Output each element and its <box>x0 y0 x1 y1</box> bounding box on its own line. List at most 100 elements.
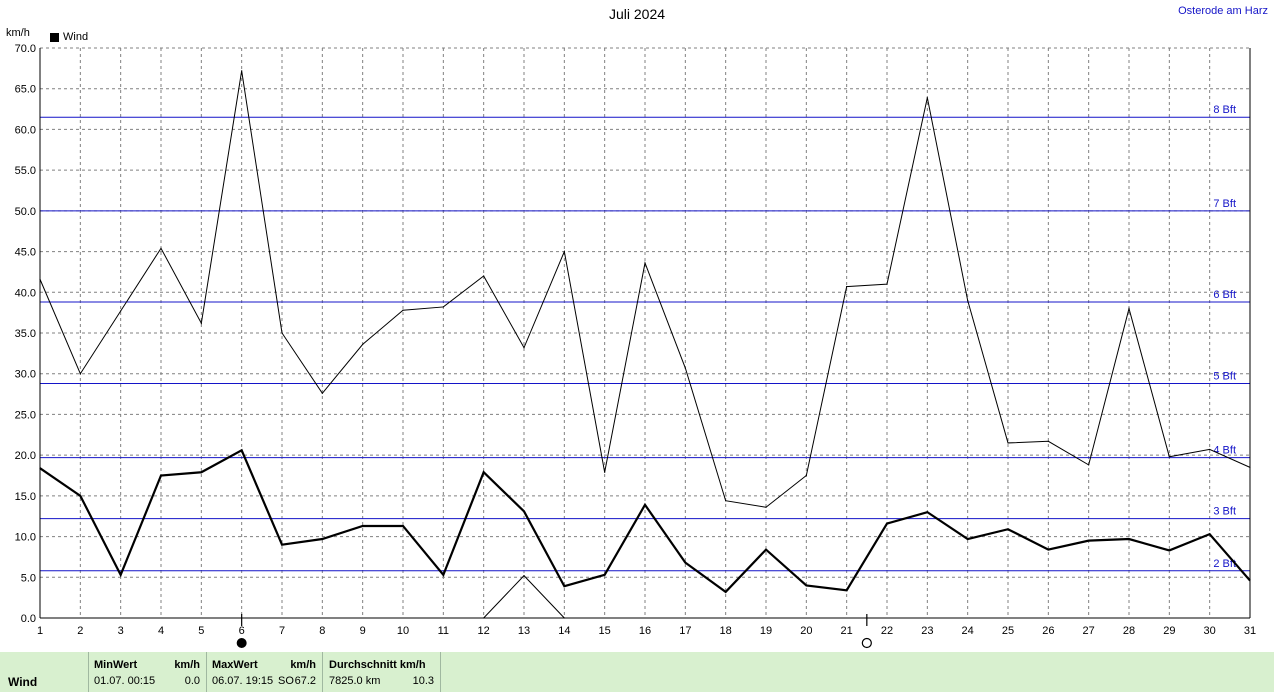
data-point-thin <box>483 275 485 277</box>
beaufort-label: 7 Bft <box>1213 198 1236 210</box>
y-tick-label: 30.0 <box>15 369 36 381</box>
min-unit: km/h <box>174 659 200 671</box>
data-point-thin <box>160 247 162 249</box>
full-moon-icon <box>236 638 247 648</box>
data-point-bold <box>160 474 162 477</box>
data-point-bold <box>765 549 767 551</box>
x-tick-label: 2 <box>77 625 83 637</box>
data-point-thin <box>120 310 122 312</box>
data-point-bold <box>241 449 243 451</box>
beaufort-label: 3 Bft <box>1213 506 1236 518</box>
x-tick-label: 15 <box>599 625 611 637</box>
data-point-bold <box>684 562 686 564</box>
x-tick-label: 30 <box>1204 625 1216 637</box>
data-point-thin <box>967 299 969 302</box>
x-tick-label: 23 <box>921 625 933 637</box>
max-value: 67.2 <box>294 675 316 687</box>
data-point-bold <box>644 504 646 506</box>
x-tick-label: 20 <box>800 625 812 637</box>
y-tick-label: 70.0 <box>15 43 36 55</box>
data-point-bold <box>604 574 606 576</box>
chart-title: Juli 2024 <box>608 6 666 22</box>
legend-swatch <box>50 32 59 42</box>
data-point-thin <box>765 506 767 508</box>
data-point-thin <box>1007 442 1009 444</box>
y-tick-label: 65.0 <box>15 84 36 96</box>
data-point-bold <box>1128 538 1130 540</box>
min-header: MinWert <box>94 659 138 671</box>
data-point-thin <box>846 285 848 288</box>
stats-footer: Wind MinWert km/h 01.07. 00:15 0.0 MaxWe… <box>0 652 1274 692</box>
data-point-thin <box>321 392 323 394</box>
x-tick-label: 29 <box>1163 625 1175 637</box>
x-tick-label: 24 <box>962 625 974 637</box>
data-point-thin <box>1088 464 1090 466</box>
x-tick-label: 17 <box>679 625 691 637</box>
beaufort-label: 6 Bft <box>1213 289 1236 301</box>
divider <box>322 652 323 692</box>
x-tick-label: 21 <box>841 625 853 637</box>
data-point-thin <box>644 262 646 264</box>
x-tick-label: 11 <box>438 625 449 637</box>
data-point-bold <box>1249 579 1251 582</box>
data-point-thin <box>604 471 606 473</box>
y-tick-label: 60.0 <box>15 124 36 136</box>
beaufort-label: 8 Bft <box>1213 104 1236 116</box>
x-tick-label: 9 <box>360 625 366 637</box>
max-direction: SO <box>278 675 294 687</box>
data-point-thin-min <box>483 617 485 619</box>
y-tick-label: 25.0 <box>15 409 36 421</box>
data-point-thin <box>886 283 888 285</box>
y-tick-label: 10.0 <box>15 532 36 544</box>
x-tick-label: 31 <box>1244 625 1256 637</box>
x-tick-label: 12 <box>478 625 490 637</box>
y-tick-label: 5.0 <box>21 572 36 584</box>
data-point-bold <box>79 495 81 497</box>
data-point-bold <box>281 544 283 546</box>
y-tick-label: 20.0 <box>15 450 36 462</box>
x-tick-label: 13 <box>518 625 530 637</box>
min-datetime: 01.07. 00:15 <box>94 675 156 687</box>
legend: Wind <box>50 31 88 43</box>
data-point-bold <box>846 589 848 591</box>
data-point-thin <box>926 97 928 99</box>
min-value: 0.0 <box>184 675 200 687</box>
x-tick-label: 10 <box>397 625 409 637</box>
data-point-thin <box>725 500 727 502</box>
x-tick-label: 22 <box>881 625 893 637</box>
data-point-bold <box>1168 549 1170 552</box>
data-point-thin <box>1128 307 1130 310</box>
data-point-bold <box>442 574 444 576</box>
data-point-thin <box>442 306 444 308</box>
footer-row-label: Wind <box>8 675 38 689</box>
y-tick-label: 15.0 <box>15 491 36 503</box>
data-point-thin <box>241 70 243 72</box>
data-point-thin <box>281 332 283 334</box>
data-point-bold <box>1088 540 1090 542</box>
x-tick-label: 14 <box>558 625 570 637</box>
divider <box>440 652 441 692</box>
x-tick-label: 18 <box>720 625 732 637</box>
y-axis-unit: km/h <box>6 27 30 39</box>
data-point-bold <box>725 591 727 593</box>
data-point-thin <box>39 278 41 280</box>
x-tick-label: 28 <box>1123 625 1135 637</box>
data-point-bold <box>120 574 122 576</box>
data-point-bold <box>805 584 807 587</box>
max-datetime: 06.07. 19:15 <box>212 675 274 687</box>
max-unit: km/h <box>290 659 316 671</box>
x-tick-label: 19 <box>760 625 772 637</box>
data-point-bold <box>967 538 969 540</box>
y-tick-label: 40.0 <box>15 287 36 299</box>
x-tick-label: 1 <box>37 625 43 637</box>
data-point-thin <box>79 373 81 375</box>
data-point-bold <box>1007 528 1009 530</box>
data-point-thin <box>1209 448 1211 451</box>
legend-label: Wind <box>63 31 89 43</box>
avg-cell: Durchschnitt km/h 7825.0 km 10.3 <box>322 652 440 692</box>
divider <box>206 652 207 692</box>
data-point-thin-min <box>523 575 525 577</box>
data-point-thin <box>523 347 525 349</box>
x-tick-label: 27 <box>1083 625 1095 637</box>
data-point-thin <box>200 322 202 324</box>
